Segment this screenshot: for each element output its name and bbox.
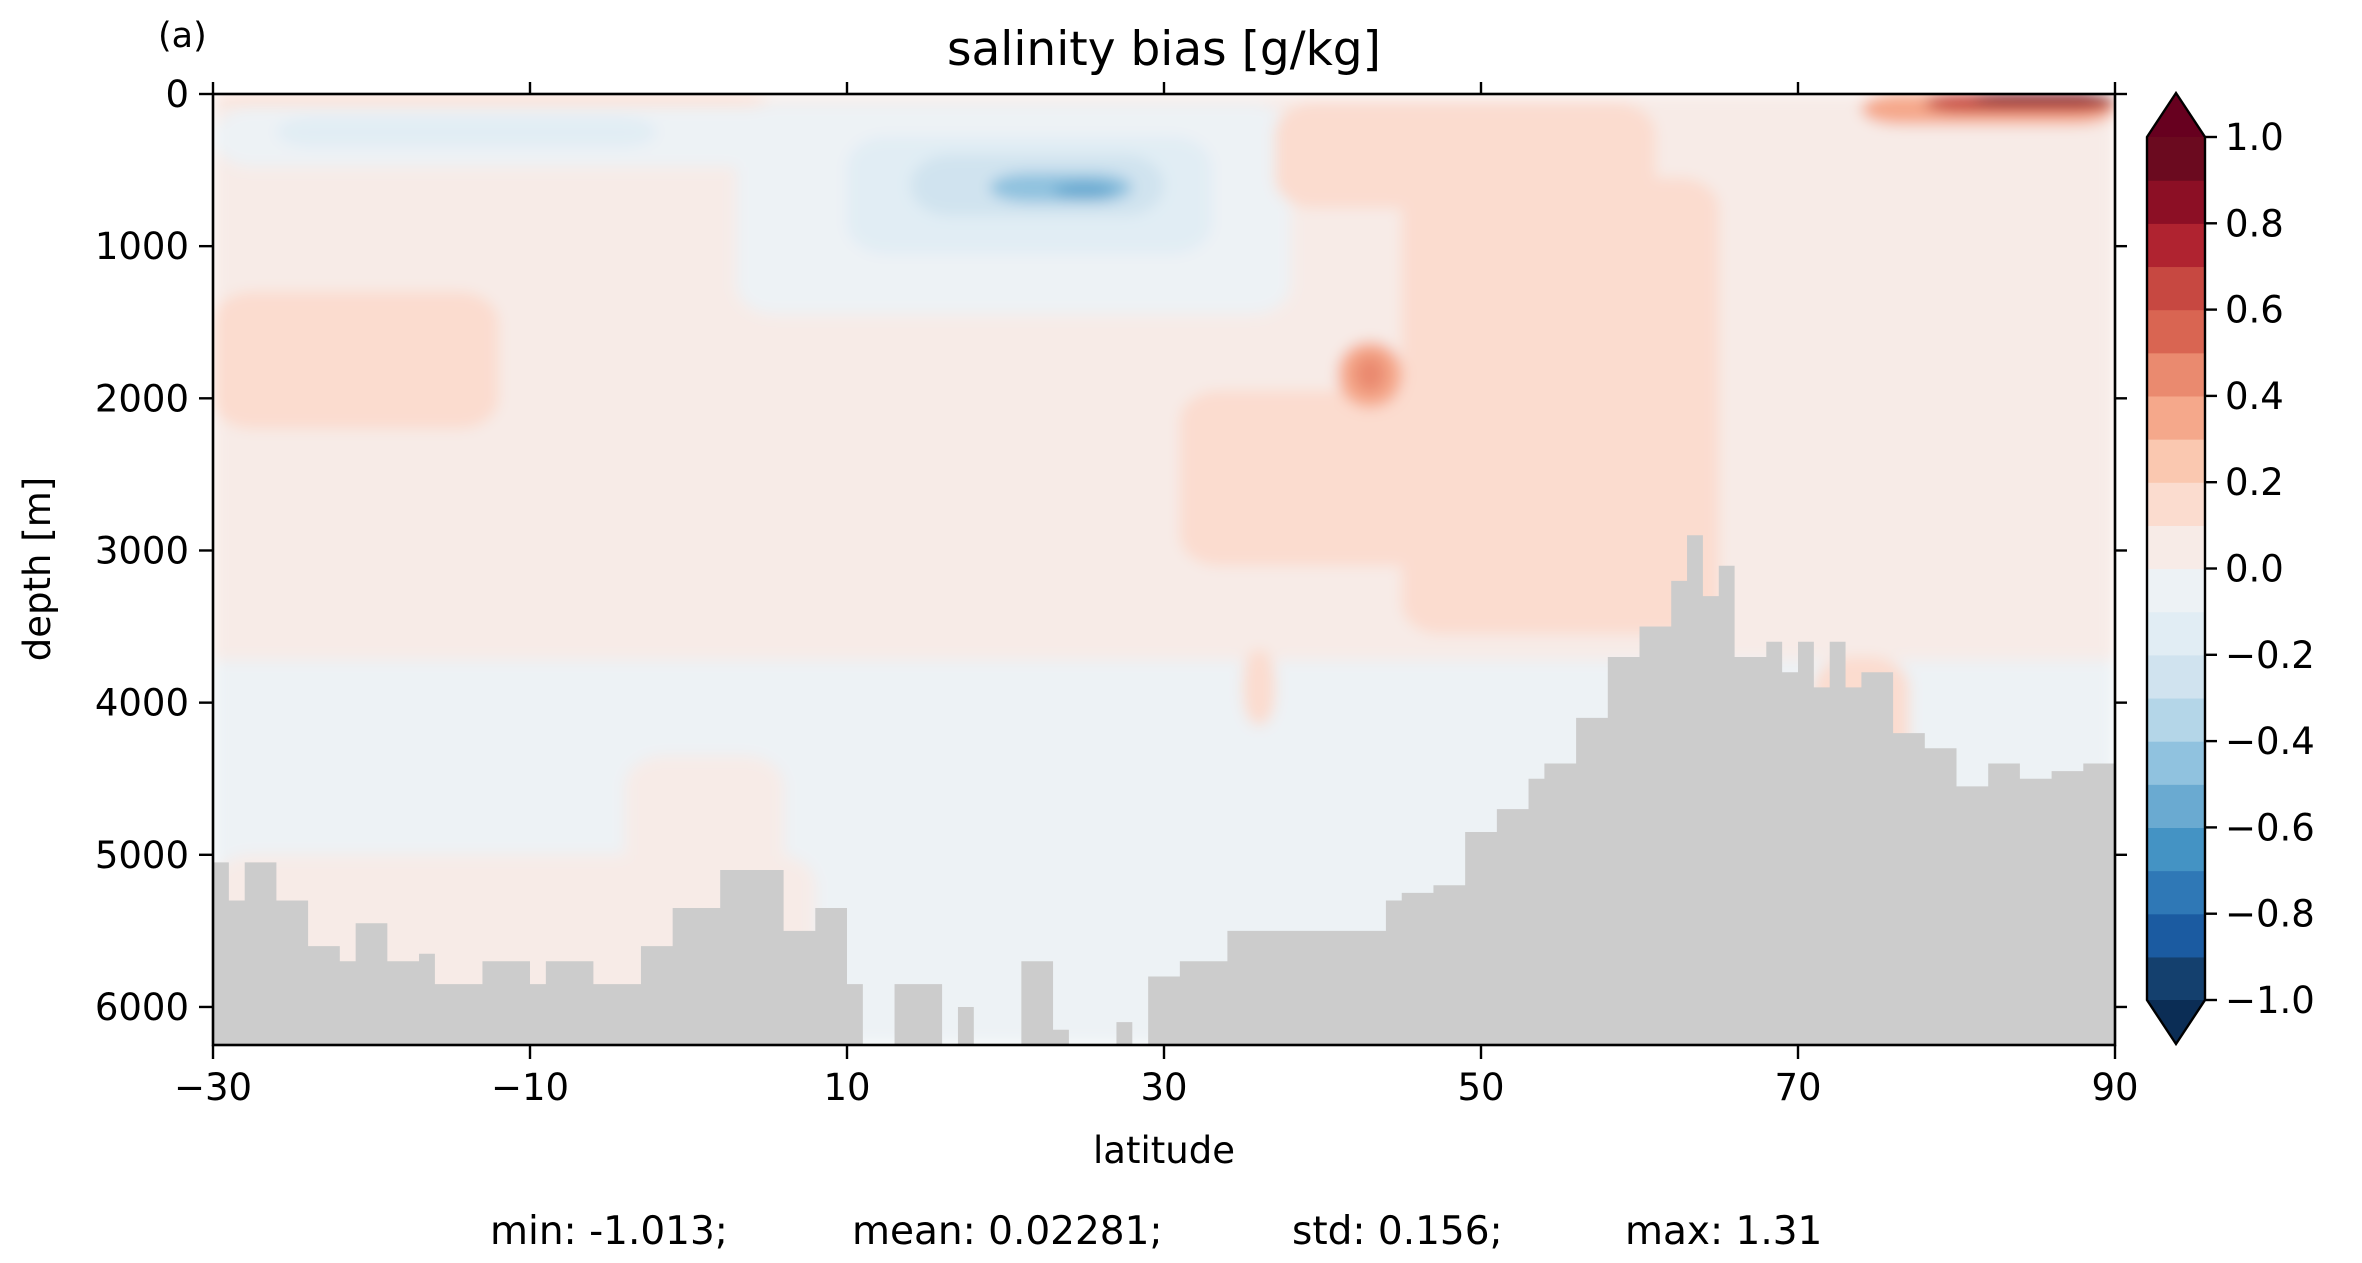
colorbar-segment — [2147, 784, 2205, 828]
panel-label: (a) — [158, 16, 207, 56]
colorbar-tick-label: −1.0 — [2225, 979, 2315, 1022]
colorbar-segment — [2147, 223, 2205, 268]
colorbar-segment — [2147, 568, 2205, 613]
bathymetry-mask — [213, 535, 2115, 1045]
bias-region — [1053, 182, 1117, 199]
bias-region — [213, 94, 768, 104]
colorbar-segment — [2147, 525, 2205, 570]
stats-std: std: 0.156; — [1292, 1209, 1503, 1254]
y-tick-label: 4000 — [95, 682, 189, 725]
bias-region — [1243, 649, 1275, 726]
colorbar-tick-label: 0.0 — [2225, 548, 2284, 591]
colorbar-segment — [2147, 266, 2205, 311]
bias-region — [625, 755, 784, 901]
x-tick-label: −10 — [491, 1066, 569, 1109]
colorbar-segment — [2147, 395, 2205, 440]
colorbar-tick-label: 0.8 — [2225, 202, 2284, 245]
colorbar-segment — [2147, 697, 2205, 742]
stats-mean: mean: 0.02281; — [852, 1209, 1163, 1254]
y-tick-label: 3000 — [95, 529, 189, 572]
bias-region — [276, 116, 657, 148]
colorbar-tick-label: −0.4 — [2225, 720, 2315, 763]
x-tick-label: 10 — [823, 1066, 870, 1109]
stats-max: max: 1.31 — [1625, 1209, 1822, 1254]
colorbar-segment — [2147, 956, 2205, 1001]
colorbar-segment — [2147, 654, 2205, 699]
colorbar-over-arrow — [2147, 93, 2205, 137]
y-tick-label: 2000 — [95, 377, 189, 420]
y-axis-label: depth [m] — [16, 477, 59, 661]
colorbar-segment — [2147, 482, 2205, 526]
colorbar-tick-label: 0.4 — [2225, 375, 2284, 418]
bias-region — [1179, 390, 1434, 566]
colorbar-segment — [2147, 137, 2205, 181]
y-tick-label: 0 — [165, 73, 189, 116]
bias-region — [1274, 103, 1656, 209]
x-tick-label: −30 — [174, 1066, 252, 1109]
y-tick-label: 1000 — [95, 225, 189, 268]
colorbar-segment — [2147, 180, 2205, 224]
colorbar-tick-label: −0.2 — [2225, 634, 2315, 677]
colorbar-tick-label: 1.0 — [2225, 116, 2284, 159]
y-tick-label: 6000 — [95, 986, 189, 1029]
bias-region — [213, 291, 499, 429]
colorbar-segment — [2147, 741, 2205, 785]
colorbar-segment — [2147, 827, 2205, 872]
colorbar-tick-label: 0.6 — [2225, 289, 2284, 332]
bias-region — [1401, 177, 1719, 635]
x-axis-label: latitude — [1093, 1129, 1235, 1172]
x-tick-label: 70 — [1774, 1066, 1821, 1109]
colorbar-under-arrow — [2147, 1000, 2205, 1044]
y-tick-label: 5000 — [95, 834, 189, 877]
colorbar: 1.0 0.8 0.6 0.4 0.2 0.0 −0.2 −0.4 −0.6 −0.8 −1.0 — [2145, 90, 2315, 1047]
colorbar-tick-label: −0.8 — [2225, 893, 2315, 936]
colorbar-segment — [2147, 309, 2205, 354]
y-axis: 0 1000 2000 3000 4000 5000 6000 — [95, 73, 2127, 1029]
x-axis: −30 −10 10 30 50 70 90 — [174, 82, 2139, 1109]
x-tick-label: 30 — [1140, 1066, 1187, 1109]
colorbar-segment — [2147, 439, 2205, 483]
colorbar-tick-label: 0.2 — [2225, 461, 2284, 504]
colorbar-segment — [2147, 870, 2205, 915]
colorbar-segment — [2147, 913, 2205, 958]
stats-min: min: -1.013; — [490, 1209, 728, 1254]
colorbar-segment — [2147, 611, 2205, 656]
x-tick-label: 90 — [2091, 1066, 2138, 1109]
bias-region — [1972, 94, 2115, 104]
plot-area — [213, 94, 2115, 1045]
chart-title: salinity bias [g/kg] — [947, 22, 1381, 77]
bias-region — [1354, 355, 1386, 393]
colorbar-tick-label: −0.6 — [2225, 806, 2315, 849]
colorbar-segment — [2147, 352, 2205, 397]
x-tick-label: 50 — [1457, 1066, 1504, 1109]
